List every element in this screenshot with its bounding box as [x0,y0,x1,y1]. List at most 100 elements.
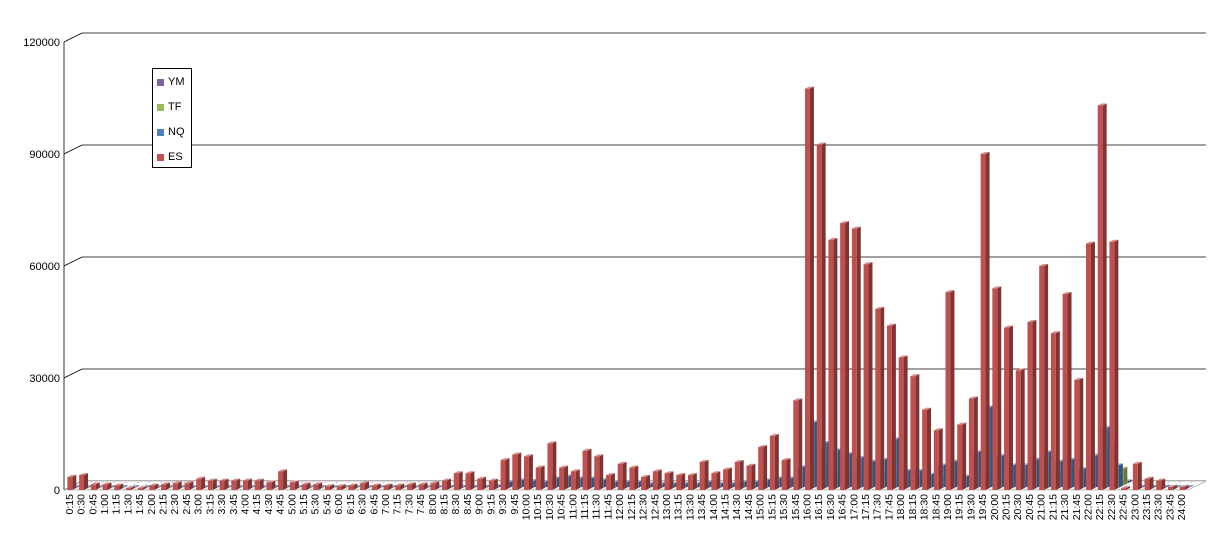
bar-top [1050,331,1060,334]
bar-top [605,473,615,476]
bar [652,469,662,490]
x-tick-label: 11:15 [579,494,591,520]
bar-top [79,473,89,476]
bar-side [177,481,182,490]
bar [898,355,908,490]
bar [301,482,311,490]
bar [605,473,615,490]
bar-front [336,486,342,490]
bar [1144,476,1154,490]
bar-side [1079,377,1084,490]
bar-top [488,478,498,481]
bar-side [927,407,932,490]
bar-top [395,483,405,486]
bar [161,482,170,490]
x-tick-label: 3:45 [228,494,240,515]
x-tick-label: 19:00 [942,494,954,520]
bar [383,483,393,490]
x-tick-label: 15:30 [778,494,790,520]
x-tick-label: 23:30 [1153,494,1165,520]
bar-front [278,471,284,490]
bar-side [423,482,428,490]
bar-front [559,467,565,490]
bar-side [938,428,943,490]
x-tick-label: 16:45 [837,494,849,520]
bar-top [723,467,732,470]
bar-side [458,471,463,490]
bar-front [851,228,857,490]
floor-divider [1176,480,1195,491]
bar-side [411,482,416,490]
bar-top [535,465,545,468]
floor-divider [403,480,422,491]
floor-divider [1129,480,1148,491]
bar-front [102,484,108,490]
x-tick-label: 8:15 [439,494,451,515]
bar-side [610,473,615,490]
bar-front [395,485,401,490]
bar-side [130,486,135,490]
x-tick-label: 13:15 [673,494,685,520]
bar-front [886,325,892,490]
bar [488,478,498,490]
x-tick-label: 21:00 [1036,494,1048,520]
bar-side [1127,479,1132,484]
bar-top [851,226,861,229]
x-tick-label: 23:15 [1141,494,1153,520]
floor-divider [344,480,364,491]
gridline-side [63,32,83,43]
bar [992,286,1002,490]
bar [102,482,112,490]
bar-front [90,484,96,490]
bar [196,476,206,490]
x-tick-label: 6:30 [357,494,369,515]
bar-side [353,483,358,490]
bar-side [334,485,339,488]
x-tick-label: 20:45 [1024,494,1036,520]
bar [734,460,744,490]
bar-side [798,398,803,490]
bar-top [781,458,791,461]
x-tick-label: 19:15 [954,494,966,520]
x-tick-label: 2:15 [158,494,170,515]
bar-front [324,486,330,490]
x-tick-label: 7:45 [415,494,427,515]
bar-front [137,488,143,490]
bar-side [482,476,487,490]
bar-side [435,481,440,490]
bar-top [219,478,229,481]
x-tick-label: 10:45 [556,494,568,520]
bar-top [524,454,533,457]
x-tick-label: 9:15 [485,494,497,515]
bar [395,483,405,490]
bar-front [301,484,307,490]
bar-side [528,454,533,490]
x-tick-label: 17:30 [872,494,884,520]
bar-front [418,484,424,490]
bar-front [348,485,354,490]
legend-item-ym: YM [157,75,185,89]
x-tick-label: 21:45 [1071,494,1083,520]
bar-top [196,476,206,479]
bar-front [980,154,986,490]
bar-top [1097,103,1107,106]
bar-top [805,86,814,89]
bar-side [657,469,662,490]
bar [266,480,276,490]
bar-front [1156,480,1162,490]
x-tick-label: 22:15 [1094,494,1106,520]
bar-top [1121,486,1131,489]
x-tick-label: 11:00 [567,494,579,520]
bar-side [997,286,1002,490]
legend: YM TF NQ ES [152,68,192,168]
bar [851,226,861,490]
x-tick-label: 17:15 [860,494,872,520]
bar-front [289,482,295,490]
bar-front [898,357,904,490]
gridline-side [63,144,83,155]
floor-divider [239,480,258,491]
floor-divider [227,480,247,491]
bar-front [1062,294,1068,490]
bar-side [189,481,194,490]
bar-side [552,441,557,490]
